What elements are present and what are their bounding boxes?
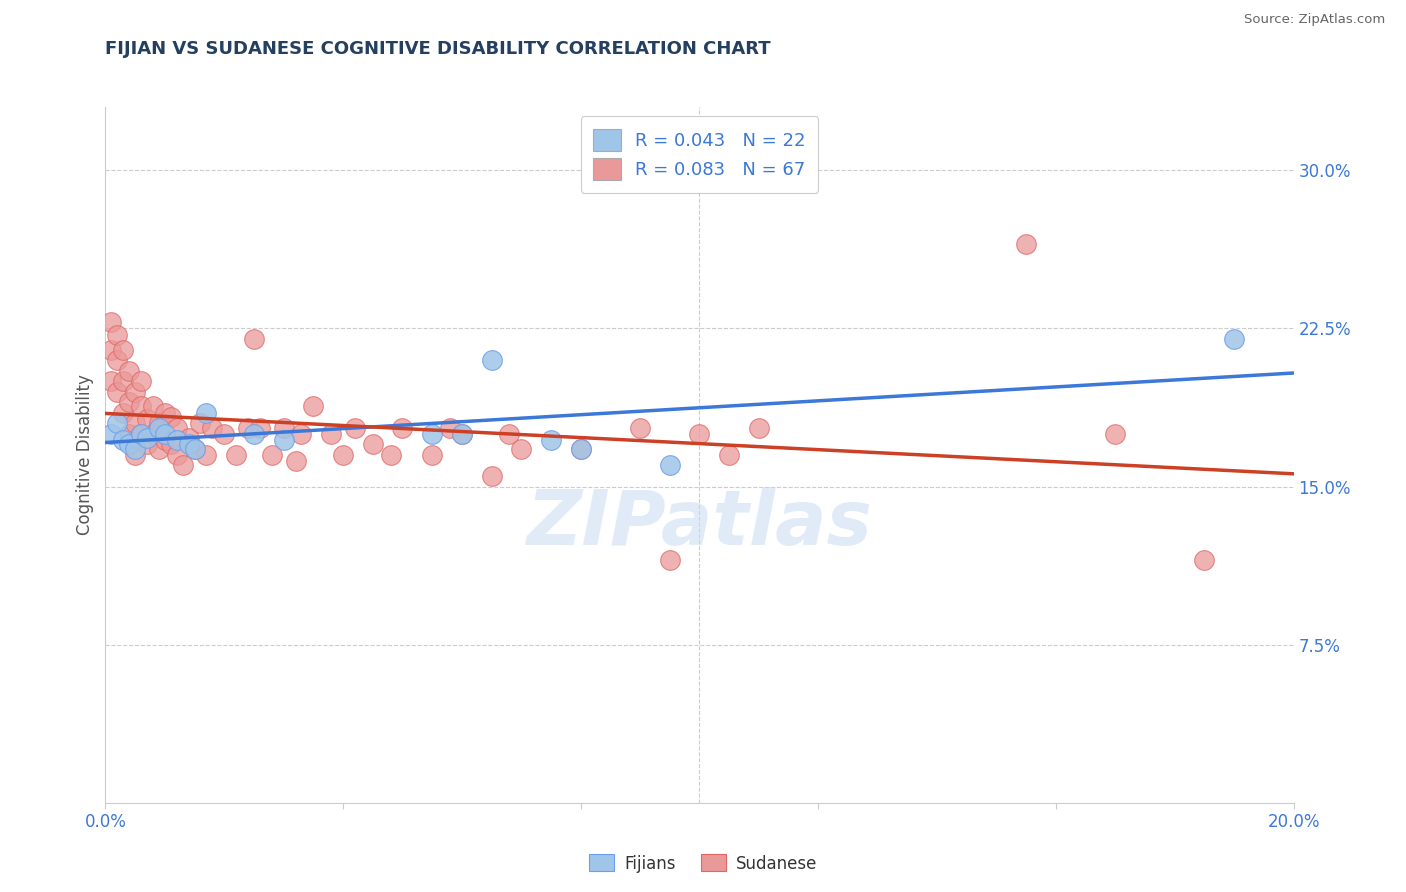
Point — [183, 442, 205, 456]
Point — [148, 420, 170, 434]
Point — [628, 420, 651, 434]
Point — [129, 426, 152, 441]
Point — [321, 426, 343, 441]
Point — [148, 442, 170, 456]
Point — [118, 426, 141, 441]
Point — [124, 384, 146, 399]
Point — [153, 406, 176, 420]
Point — [481, 469, 503, 483]
Point — [260, 448, 283, 462]
Point — [1015, 237, 1038, 252]
Point — [136, 437, 159, 451]
Point — [136, 412, 159, 426]
Point — [540, 433, 562, 447]
Point — [273, 420, 295, 434]
Point — [380, 448, 402, 462]
Point — [658, 553, 681, 567]
Point — [124, 448, 146, 462]
Point — [136, 431, 159, 445]
Text: ZIPatlas: ZIPatlas — [526, 488, 873, 561]
Point — [166, 433, 188, 447]
Text: FIJIAN VS SUDANESE COGNITIVE DISABILITY CORRELATION CHART: FIJIAN VS SUDANESE COGNITIVE DISABILITY … — [105, 40, 770, 58]
Point — [481, 353, 503, 368]
Point — [124, 442, 146, 456]
Point — [689, 426, 711, 441]
Point — [290, 426, 312, 441]
Point — [183, 442, 205, 456]
Point — [112, 406, 135, 420]
Point — [195, 448, 218, 462]
Point — [129, 426, 152, 441]
Point — [1194, 553, 1216, 567]
Point — [284, 454, 307, 468]
Point — [195, 406, 218, 420]
Point — [302, 400, 325, 414]
Point — [129, 400, 152, 414]
Point — [420, 448, 443, 462]
Point — [450, 426, 472, 441]
Point — [177, 437, 200, 451]
Point — [166, 420, 188, 434]
Point — [118, 437, 141, 451]
Point — [159, 437, 181, 451]
Point — [391, 420, 413, 434]
Point — [243, 426, 266, 441]
Point — [153, 433, 176, 447]
Point — [100, 343, 122, 357]
Point — [118, 363, 141, 377]
Point — [1223, 332, 1246, 346]
Point — [569, 442, 592, 456]
Point — [225, 448, 247, 462]
Legend: Fijians, Sudanese: Fijians, Sudanese — [582, 847, 824, 880]
Point — [142, 426, 165, 441]
Point — [112, 433, 135, 447]
Point — [100, 374, 122, 388]
Point — [166, 448, 188, 462]
Point — [129, 374, 152, 388]
Point — [498, 426, 520, 441]
Point — [361, 437, 384, 451]
Point — [142, 400, 165, 414]
Point — [243, 332, 266, 346]
Point — [201, 420, 224, 434]
Point — [1104, 426, 1126, 441]
Point — [177, 431, 200, 445]
Point — [105, 327, 128, 342]
Point — [112, 343, 135, 357]
Point — [190, 417, 212, 431]
Point — [439, 420, 461, 434]
Point — [658, 458, 681, 473]
Point — [148, 417, 170, 431]
Point — [118, 395, 141, 409]
Point — [172, 458, 194, 473]
Text: Source: ZipAtlas.com: Source: ZipAtlas.com — [1244, 13, 1385, 27]
Point — [510, 442, 533, 456]
Point — [236, 420, 259, 434]
Point — [214, 426, 236, 441]
Point — [249, 420, 271, 434]
Point — [273, 433, 295, 447]
Point — [100, 426, 122, 441]
Legend: R = 0.043   N = 22, R = 0.083   N = 67: R = 0.043 N = 22, R = 0.083 N = 67 — [581, 116, 818, 193]
Point — [100, 315, 122, 329]
Point — [718, 448, 741, 462]
Point — [112, 374, 135, 388]
Point — [105, 417, 128, 431]
Point — [153, 426, 176, 441]
Point — [343, 420, 366, 434]
Point — [450, 426, 472, 441]
Point — [748, 420, 770, 434]
Point — [124, 417, 146, 431]
Y-axis label: Cognitive Disability: Cognitive Disability — [76, 375, 94, 535]
Point — [420, 426, 443, 441]
Point — [105, 384, 128, 399]
Point — [569, 442, 592, 456]
Point — [159, 409, 181, 424]
Point — [332, 448, 354, 462]
Point — [105, 353, 128, 368]
